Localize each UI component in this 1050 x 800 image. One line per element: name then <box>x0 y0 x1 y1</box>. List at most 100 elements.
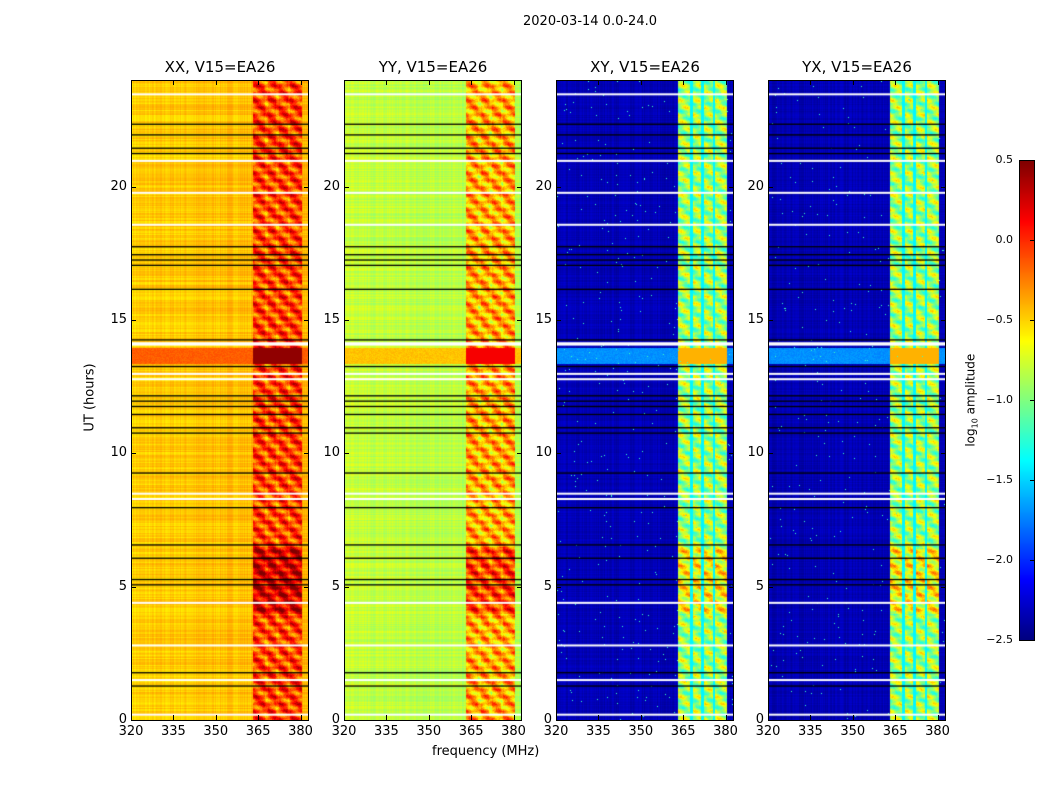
y-tick-label: 10 <box>535 445 552 461</box>
x-tick-mark-top <box>768 80 769 85</box>
x-tick-mark-top <box>215 80 217 85</box>
x-tick-mark-top <box>640 80 642 85</box>
panel-title-3: YX, V15=EA26 <box>802 58 912 76</box>
y-tick-mark <box>131 586 136 588</box>
heatmap-panel-1 <box>344 80 522 721</box>
y-tick-mark <box>131 453 136 455</box>
x-tick-mark-top <box>386 80 388 85</box>
y-tick-label: 20 <box>747 178 764 194</box>
x-tick-mark <box>471 715 473 720</box>
x-tick-mark <box>768 715 769 720</box>
y-tick-label: 20 <box>323 178 340 194</box>
x-tick-label: 380 <box>713 724 738 739</box>
y-tick-mark <box>131 186 136 188</box>
heatmap-panel-2 <box>556 80 734 721</box>
x-tick-mark <box>173 715 175 720</box>
y-tick-label: 5 <box>755 578 764 594</box>
y-tick-label: 10 <box>323 445 340 461</box>
x-tick-mark <box>428 715 430 720</box>
y-tick-mark-right <box>517 186 522 188</box>
heatmap-image-2 <box>557 81 733 720</box>
y-tick-mark-right <box>304 453 309 455</box>
x-tick-mark-top <box>725 80 727 85</box>
y-tick-mark <box>768 320 773 321</box>
y-tick-mark-right <box>941 186 946 188</box>
y-tick-mark-right <box>941 453 946 455</box>
y-tick-mark-right <box>304 586 309 588</box>
heatmap-image-0 <box>132 81 308 720</box>
x-tick-mark-top <box>556 80 557 85</box>
y-tick-mark-right <box>729 586 734 588</box>
x-tick-label: 320 <box>755 724 781 739</box>
heatmap-image-1 <box>345 81 521 720</box>
heatmap-panel-0 <box>131 80 309 721</box>
y-tick-label: 20 <box>110 178 127 194</box>
y-tick-mark <box>556 586 561 588</box>
colorbar-tick-mark <box>1030 560 1035 561</box>
x-tick-label: 380 <box>501 724 526 739</box>
x-tick-mark-top <box>471 80 473 85</box>
y-tick-label: 10 <box>747 445 764 461</box>
y-tick-label: 15 <box>323 312 340 327</box>
y-tick-label: 10 <box>110 445 127 461</box>
x-tick-label: 320 <box>543 724 569 739</box>
colorbar-label-sub: 10 <box>970 418 980 429</box>
x-tick-mark-top <box>131 80 132 85</box>
x-tick-label: 350 <box>416 724 442 739</box>
x-tick-mark-top <box>810 80 812 85</box>
x-tick-label: 335 <box>160 724 186 739</box>
colorbar-gradient <box>1020 161 1034 640</box>
y-tick-mark <box>768 586 773 588</box>
x-tick-mark <box>215 715 217 720</box>
heatmap-image-3 <box>769 81 945 720</box>
colorbar-tick-label: 0.5 <box>995 153 1014 166</box>
colorbar-label-log: log <box>963 428 978 447</box>
x-tick-label: 320 <box>331 724 357 739</box>
colorbar-tick-mark <box>1030 640 1035 641</box>
x-tick-mark-top <box>344 80 345 85</box>
y-tick-mark-right <box>517 720 522 721</box>
colorbar-tick-label: −2.5 <box>986 633 1013 646</box>
x-tick-label: 350 <box>628 724 654 739</box>
x-axis-label: frequency (MHz) <box>432 744 540 759</box>
x-tick-mark <box>344 715 345 720</box>
colorbar-tick-label: 0.0 <box>995 233 1014 246</box>
x-tick-mark-top <box>852 80 854 85</box>
x-tick-label: 380 <box>288 724 313 739</box>
y-tick-label: 20 <box>535 178 552 194</box>
y-tick-mark-right <box>517 320 522 321</box>
x-tick-mark <box>300 715 302 720</box>
figure-suptitle: 2020-03-14 0.0-24.0 <box>523 14 657 29</box>
x-tick-mark-top <box>937 80 939 85</box>
y-tick-mark <box>556 320 561 321</box>
y-tick-mark <box>556 186 561 188</box>
x-tick-mark <box>640 715 642 720</box>
panel-title-1: YY, V15=EA26 <box>378 58 488 76</box>
heatmap-panel-3 <box>768 80 946 721</box>
x-tick-mark <box>725 715 727 720</box>
y-tick-mark <box>344 720 349 721</box>
x-tick-label: 320 <box>118 724 144 739</box>
x-tick-label: 335 <box>585 724 611 739</box>
x-tick-mark <box>852 715 854 720</box>
colorbar-tick-label: −1.5 <box>986 473 1013 486</box>
x-tick-mark <box>937 715 939 720</box>
colorbar-tick-mark <box>1030 160 1035 161</box>
y-tick-mark-right <box>729 186 734 188</box>
x-tick-mark-top <box>173 80 175 85</box>
colorbar-tick-label: −1.0 <box>986 393 1013 406</box>
x-tick-mark-top <box>300 80 302 85</box>
x-tick-mark-top <box>895 80 897 85</box>
y-tick-mark-right <box>304 320 309 321</box>
y-tick-label: 15 <box>747 312 764 327</box>
x-tick-mark <box>895 715 897 720</box>
x-tick-label: 365 <box>245 724 271 739</box>
x-tick-mark <box>131 715 132 720</box>
y-tick-label: 5 <box>543 578 552 594</box>
x-tick-label: 350 <box>840 724 866 739</box>
y-tick-mark <box>768 720 773 721</box>
colorbar-tick-label: −0.5 <box>986 313 1013 326</box>
y-tick-mark <box>556 453 561 455</box>
y-tick-label: 0 <box>543 712 552 727</box>
